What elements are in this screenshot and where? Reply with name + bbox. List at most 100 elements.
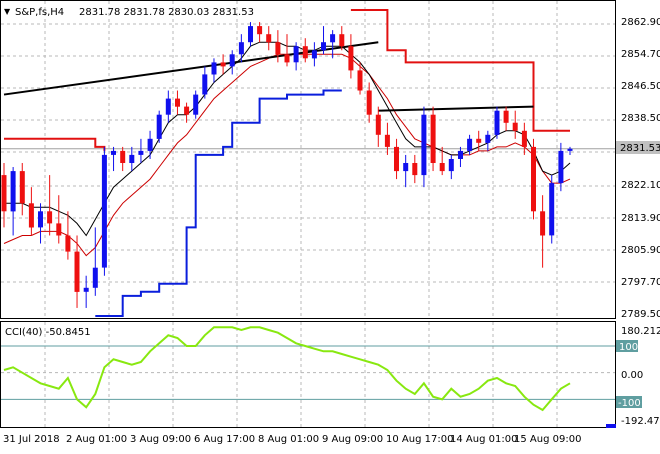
candle-body[interactable] bbox=[147, 138, 153, 151]
candle-body[interactable] bbox=[558, 150, 564, 184]
sar-blue-line bbox=[95, 89, 342, 317]
candle-body[interactable] bbox=[384, 134, 390, 147]
price-tick-label: 2813.90 bbox=[621, 213, 660, 224]
candle-body[interactable] bbox=[567, 148, 573, 151]
candle-body[interactable] bbox=[65, 235, 71, 252]
price-tick-label: 2846.50 bbox=[621, 81, 660, 92]
candle-body[interactable] bbox=[156, 114, 162, 139]
candle-body[interactable] bbox=[521, 130, 527, 147]
trend-line[interactable] bbox=[378, 105, 534, 112]
candle-body[interactable] bbox=[120, 150, 126, 163]
candle-body[interactable] bbox=[74, 251, 80, 292]
candle-body[interactable] bbox=[330, 34, 336, 43]
grid-lines bbox=[1, 1, 615, 427]
candle-body[interactable] bbox=[339, 34, 345, 47]
candle-body[interactable] bbox=[47, 211, 53, 224]
candle-body[interactable] bbox=[202, 74, 208, 95]
candle-body[interactable] bbox=[458, 150, 463, 159]
cci-label: CCI(40) -50.8451 bbox=[5, 327, 91, 338]
candle-body[interactable] bbox=[19, 171, 25, 204]
candle-body[interactable] bbox=[248, 26, 253, 43]
candle-body[interactable] bbox=[284, 54, 290, 63]
candle-body[interactable] bbox=[348, 46, 354, 71]
candle-body[interactable] bbox=[448, 159, 454, 172]
candle-body[interactable] bbox=[56, 223, 62, 236]
cci-level-tag bbox=[616, 396, 642, 408]
candle-body[interactable] bbox=[193, 94, 199, 115]
time-axis: 31 Jul 2018 2 Aug 01:00 3 Aug 09:00 6 Au… bbox=[3, 434, 581, 445]
candle-body[interactable] bbox=[476, 138, 482, 143]
time-tick-label: 3 Aug 09:00 bbox=[130, 434, 191, 445]
candle-body[interactable] bbox=[321, 42, 326, 51]
current-price-tag bbox=[616, 141, 660, 154]
price-panel-frame bbox=[0, 0, 616, 319]
time-tick-label: 15 Aug 09:00 bbox=[514, 434, 581, 445]
price-axis: 2862.90 2854.70 2846.50 2838.50 2822.10 … bbox=[621, 17, 660, 320]
candle-body[interactable] bbox=[375, 114, 381, 135]
candle-body[interactable] bbox=[92, 267, 98, 288]
candle-body[interactable] bbox=[485, 134, 491, 143]
candle-body[interactable] bbox=[302, 46, 308, 59]
price-tick-label: 2862.90 bbox=[621, 17, 660, 28]
cci-line bbox=[3, 326, 571, 412]
candle-body[interactable] bbox=[165, 98, 171, 115]
time-tick-label: 2 Aug 01:00 bbox=[66, 434, 127, 445]
trend-lines bbox=[3, 41, 534, 112]
sar-red-line bbox=[350, 9, 570, 132]
price-tick-label: 2822.10 bbox=[621, 180, 660, 191]
candle-body[interactable] bbox=[293, 46, 299, 63]
candle-body[interactable] bbox=[175, 98, 180, 107]
candles[interactable] bbox=[1, 22, 573, 308]
candle-body[interactable] bbox=[430, 114, 436, 163]
candle-body[interactable] bbox=[494, 110, 500, 135]
candle-body[interactable] bbox=[138, 150, 144, 155]
price-tick-label: 2797.70 bbox=[621, 277, 660, 288]
candle-body[interactable] bbox=[257, 26, 263, 35]
candle-body[interactable] bbox=[421, 114, 427, 176]
candle-body[interactable] bbox=[549, 183, 555, 236]
candle-body[interactable] bbox=[111, 150, 116, 155]
candle-body[interactable] bbox=[83, 287, 89, 292]
candle-body[interactable] bbox=[220, 62, 226, 67]
cci-current-marker bbox=[606, 424, 616, 428]
candle-body[interactable] bbox=[38, 211, 43, 228]
candle-body[interactable] bbox=[10, 171, 16, 212]
header-arrow-icon: ▼ bbox=[4, 7, 11, 16]
candle-body[interactable] bbox=[266, 34, 272, 43]
candle-body[interactable] bbox=[1, 175, 7, 212]
time-tick-label: 6 Aug 17:00 bbox=[194, 434, 255, 445]
candle-body[interactable] bbox=[403, 163, 409, 172]
price-tick-label: 2789.50 bbox=[621, 309, 660, 320]
candle-body[interactable] bbox=[467, 138, 473, 151]
candle-body[interactable] bbox=[101, 154, 107, 268]
candle-body[interactable] bbox=[512, 122, 518, 131]
candle-body[interactable] bbox=[531, 146, 536, 212]
candle-body[interactable] bbox=[412, 163, 418, 176]
time-tick-label: 10 Aug 17:00 bbox=[386, 434, 453, 445]
time-tick-label: 9 Aug 09:00 bbox=[322, 434, 383, 445]
candle-body[interactable] bbox=[28, 203, 34, 228]
cci-level-top-label: 100 bbox=[619, 342, 638, 353]
candle-body[interactable] bbox=[275, 42, 281, 55]
candle-body[interactable] bbox=[238, 42, 244, 55]
current-price-label: 2831.53 bbox=[620, 143, 660, 154]
candle-body[interactable] bbox=[211, 62, 217, 75]
candle-body[interactable] bbox=[129, 154, 135, 163]
price-tick-label: 2805.90 bbox=[621, 245, 660, 256]
candle-body[interactable] bbox=[229, 54, 235, 67]
cci-tick-label: 0.00 bbox=[621, 370, 643, 381]
candle-body[interactable] bbox=[503, 110, 509, 123]
candle-body[interactable] bbox=[540, 211, 546, 236]
symbol-label: S&P,fs,H4 bbox=[15, 7, 64, 18]
cci-level-tag bbox=[616, 340, 638, 352]
candle-body[interactable] bbox=[366, 90, 372, 115]
ma-slow-line bbox=[3, 53, 571, 257]
candle-body[interactable] bbox=[184, 106, 190, 115]
candle-body[interactable] bbox=[311, 50, 317, 59]
candle-body[interactable] bbox=[439, 163, 445, 172]
candle-body[interactable] bbox=[394, 146, 399, 172]
candle-body[interactable] bbox=[357, 70, 363, 91]
cci-panel-frame bbox=[0, 321, 616, 428]
